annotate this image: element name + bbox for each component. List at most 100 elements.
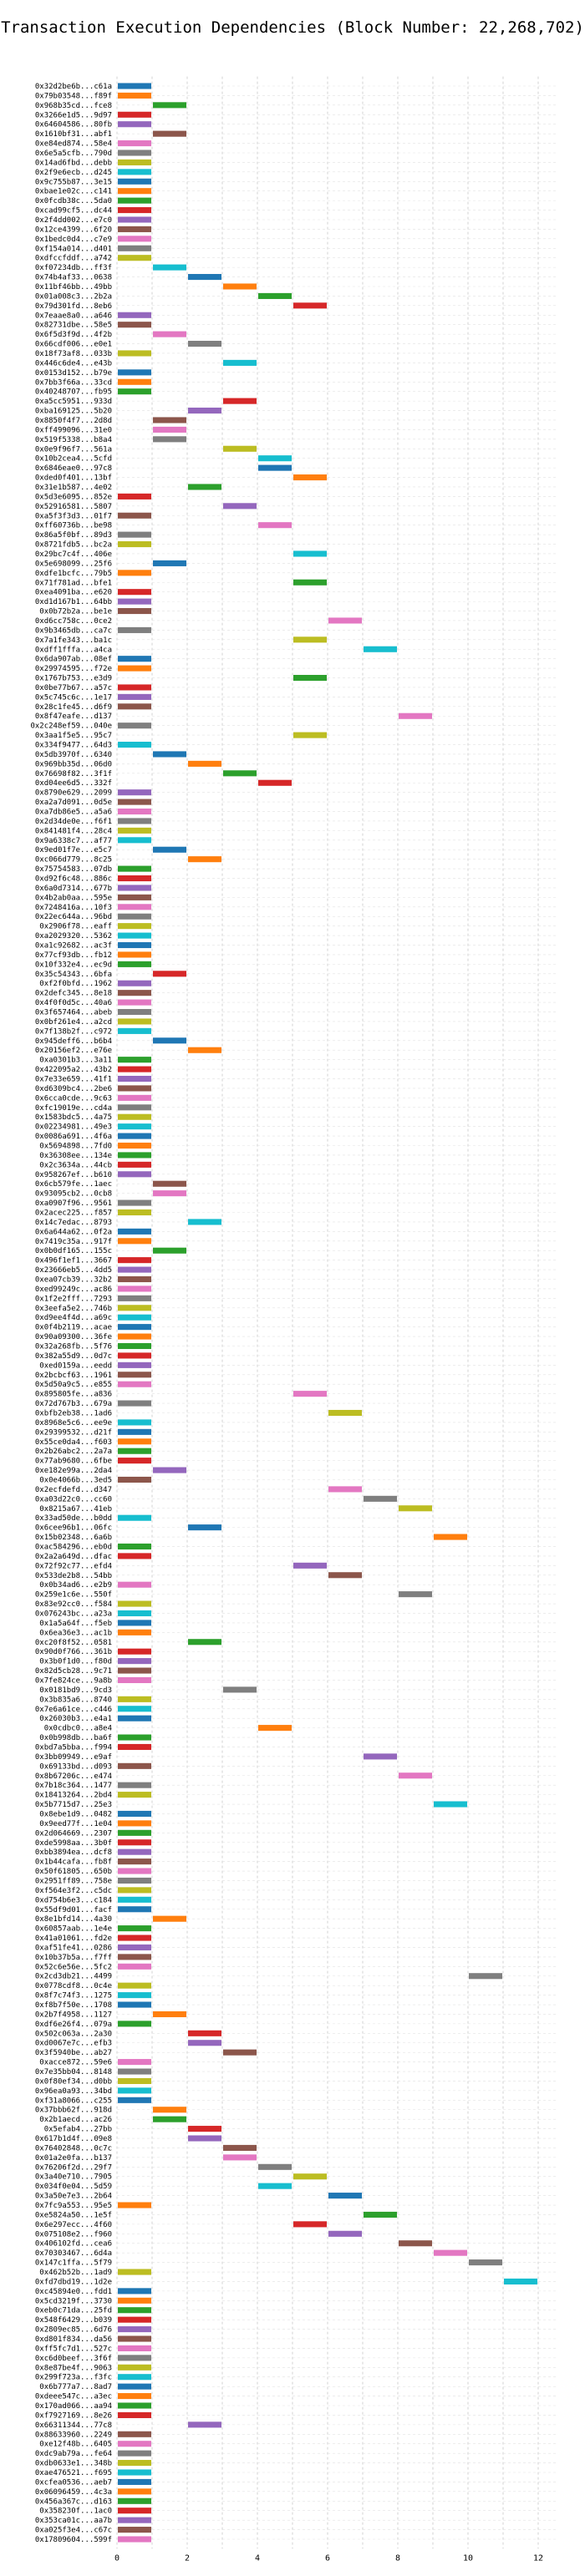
y-tick-label: 0xcfea0536...aeb7 [35,2478,112,2487]
transaction-bar [118,2527,151,2533]
transaction-bar [118,255,151,261]
transaction-bar [328,2230,362,2237]
y-tick-label: 0x50f61805...650b [35,1868,112,1876]
y-tick-label: 0x3f657464...abeb [35,1009,112,1017]
y-tick-label: 0xf31a8066...c255 [35,2097,112,2105]
y-tick-label: 0xe84ed874...58e4 [35,140,112,149]
transaction-bar [118,1123,151,1130]
transaction-bar [118,932,151,939]
y-tick-label: 0x502c063a...2a30 [35,2030,112,2038]
transaction-bar [118,236,151,242]
y-tick-label: 0x2cd3db21...4499 [35,1973,112,1981]
y-tick-label: 0x1f2e2fff...7293 [35,1295,112,1303]
transaction-bar [118,1094,151,1101]
y-tick-label: 0x72d767b3...679a [35,1400,112,1408]
transaction-bar [118,1458,151,1464]
y-tick-label: 0x31e1b587...4e02 [35,484,112,492]
y-tick-label: 0x147c1ffa...5f79 [35,2259,112,2268]
y-tick-label: 0x1b44cafa...fb8f [35,1858,112,1867]
y-tick-label: 0x29399532...d21f [35,1428,112,1437]
y-tick-label: 0x52c6e56e...5fc2 [35,1963,112,1971]
x-tick-label: 10 [463,2553,473,2563]
y-tick-label: 0x259e1c6e...550f [35,1591,112,1600]
transaction-bar [118,2431,151,2437]
transaction-bar [118,1810,151,1818]
transaction-bar [118,2326,151,2333]
transaction-bar [293,1562,327,1569]
y-tick-label: 0x2f9e6ecb...d245 [35,169,112,177]
y-tick-label: 0x2bcbcf63...1961 [35,1372,112,1380]
y-tick-label: 0x90d0f766...361b [35,1648,112,1656]
transaction-bar [118,2059,151,2066]
y-tick-label: 0x5cd3219f...3730 [35,2297,112,2305]
transaction-bar [188,856,221,863]
y-tick-label: 0x37bbb62f...918d [35,2107,112,2115]
y-tick-label: 0x76698f82...3f1f [35,770,112,778]
transaction-bar [118,111,151,118]
y-tick-label: 0x10f332e4...ec9d [35,961,112,969]
transaction-bar [118,512,151,519]
y-tick-label: 0x2defc345...8e18 [35,990,112,998]
y-tick-label: 0x358230f...1ac0 [39,2508,112,2516]
y-tick-label: 0x69133bd...d093 [39,1762,112,1771]
transaction-bar [118,207,151,214]
y-tick-label: 0x72f92c77...efd4 [35,1562,112,1570]
transaction-bar [223,2154,257,2161]
transaction-bar [118,865,151,872]
y-tick-label: 0x462b52b...1ad9 [39,2269,112,2277]
transaction-bar [118,1257,151,1264]
y-tick-label: 0x4f0f0d5c...40a6 [35,999,112,1007]
transaction-bar [118,1066,151,1072]
y-tick-label: 0x79d301fd...8eb6 [35,302,112,311]
y-tick-label: 0x83e92cc0...f584 [35,1600,112,1609]
y-tick-label: 0xd6cc758c...0ce2 [35,617,112,626]
y-tick-label: 0x0b998db...ba6f [39,1734,112,1742]
y-tick-label: 0xd92f6c48...886c [35,875,112,884]
y-tick-label: 0x958267ef...b610 [35,1171,112,1179]
transaction-bar [118,1228,151,1235]
transaction-bar [118,990,151,996]
transaction-bar [188,1524,221,1531]
y-tick-label: 0x9eed77f...1e04 [39,1820,112,1828]
transaction-bar [223,445,257,452]
transaction-bar [118,178,151,185]
y-tick-label: 0x617b1d4f...09e8 [35,2135,112,2143]
y-tick-label: 0xed99249c...ac86 [35,1285,112,1294]
transaction-bar [118,2297,151,2304]
transaction-bar [118,1648,151,1655]
transaction-bar [118,904,151,910]
transaction-bar [118,2269,151,2275]
transaction-bar [118,875,151,882]
transaction-bar [118,541,151,548]
transaction-bar [118,2364,151,2371]
transaction-bar [399,712,432,719]
transaction-bar [153,846,186,853]
y-tick-label: 0x3b835a6...8740 [39,1696,112,1704]
y-tick-label: 0x034f0e04...5d59 [35,2183,112,2191]
y-tick-label: 0xd9ee4f4d...a69c [35,1314,112,1322]
transaction-bar [118,1543,151,1550]
y-tick-label: 0xa7db86e5...a5a6 [35,809,112,817]
y-tick-label: 0x36308ee...134e [39,1152,112,1160]
y-tick-label: 0x0b34ad6...e2b9 [39,1581,112,1590]
y-tick-label: 0x77ab9680...6fbe [35,1458,112,1466]
y-tick-label: 0x7fe824ce...9a8b [35,1676,112,1685]
transaction-bar [118,2288,151,2295]
transaction-bar [118,837,151,844]
y-tick-label: 0x0086a691...4f6a [35,1133,112,1141]
transaction-bar [293,2173,327,2180]
y-tick-label: 0x32d2be6b...c61a [35,83,112,91]
y-tick-label: 0x5b7715d7...25e3 [35,1801,112,1809]
transaction-bar [118,951,151,958]
y-tick-label: 0x01a008c3...2b2a [35,292,112,301]
y-tick-label: 0x382a55d9...0d7c [35,1352,112,1361]
y-tick-label: 0x8e1bfd14...4a30 [35,1915,112,1924]
y-tick-label: 0x7f138b2f...c972 [35,1027,112,1036]
y-tick-label: 0x8b67206c...e474 [35,1772,112,1781]
y-tick-label: 0x8ebe1d9...0482 [39,1810,112,1818]
y-tick-label: 0x40248707...fb95 [35,388,112,397]
transaction-bar [118,799,151,805]
transaction-bar [118,1696,151,1702]
transaction-bar [118,827,151,834]
transaction-bar [118,1963,151,1970]
